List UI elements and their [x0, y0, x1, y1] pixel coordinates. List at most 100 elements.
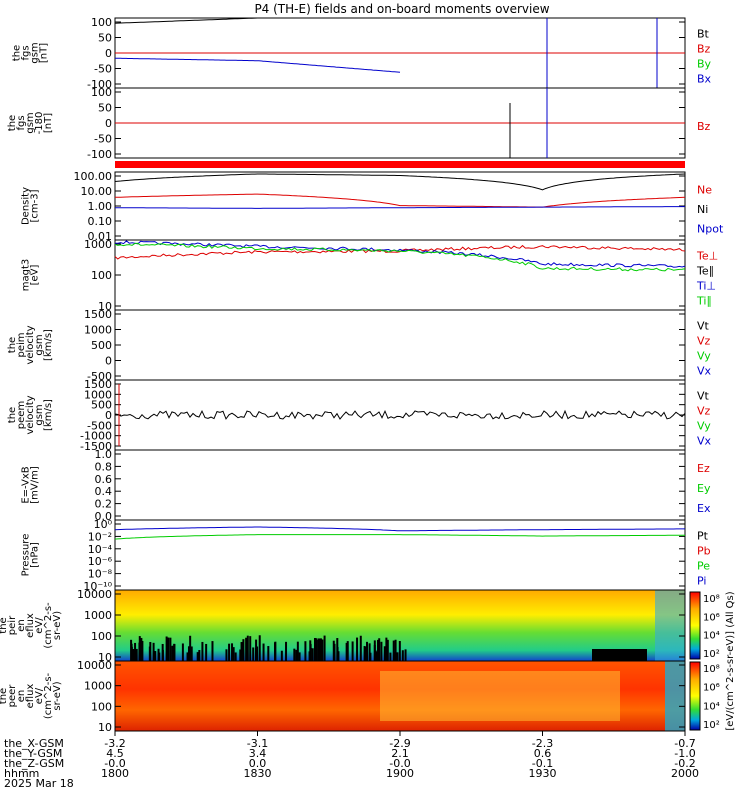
y-axis-label-line: gsm	[30, 42, 41, 63]
y-axis-label-line: eflux	[25, 613, 36, 638]
y-tick-label: 0.2	[95, 498, 113, 511]
y-tick-label: 100	[91, 269, 112, 282]
y-tick-label: 10	[98, 300, 112, 313]
y-axis-label-line: [nT]	[39, 43, 50, 63]
legend-entry: Ni	[697, 203, 708, 216]
panel-efield: 1.00.80.60.40.20.0 E=-VxB[mV/m] Ez Ey Ex	[21, 448, 711, 523]
y-axis-label-line: fgs	[21, 45, 32, 60]
x-axis-value: 1930	[529, 767, 557, 780]
legend-entry: Vz	[697, 405, 711, 418]
spectrogram-gap	[385, 637, 388, 664]
y-tick-label: 10⁻⁸	[88, 568, 113, 581]
y-axis-label-line: the	[7, 115, 18, 131]
y-tick-label: 0	[105, 47, 112, 60]
y-tick-label: 0.10	[88, 215, 113, 228]
y-tick-label: 1000	[84, 609, 112, 622]
velocity-trace	[114, 409, 686, 420]
x-axis-row-name: the_Y-GSM	[4, 747, 62, 760]
legend-entry: Bz	[697, 120, 711, 133]
y-tick-label: 1500	[84, 378, 112, 391]
x-axis-value: 0.6	[534, 747, 552, 760]
legend-entry: Ti⊥	[696, 280, 716, 293]
spectrogram-gap	[323, 635, 326, 662]
spectrogram-edge	[665, 661, 685, 731]
y-tick-label: 100	[91, 630, 112, 643]
y-axis-label-line: [eV]	[30, 265, 41, 286]
y-tick-label: 1500	[84, 308, 112, 321]
colorbar-tick: 10²	[703, 649, 720, 660]
y-tick-label: 1000	[84, 324, 112, 337]
spectrogram-gap	[351, 641, 354, 668]
spectrogram-gap	[149, 642, 152, 669]
x-axis-value: -0.0	[104, 757, 125, 770]
y-axis-label: Density[cm-3]	[21, 187, 41, 225]
y-tick-label: 0.8	[95, 460, 113, 473]
spectrogram-gap	[318, 638, 321, 665]
y-tick-label: 0.01	[88, 230, 113, 243]
y-tick-label: -1000	[80, 430, 112, 443]
y-tick-label: -500	[87, 419, 112, 432]
y-axis-label-line: gsm	[34, 404, 45, 425]
spectrogram-gap	[592, 649, 647, 661]
y-axis-label-line: eflux	[25, 684, 36, 709]
y-axis-label-line: [mV/m]	[30, 466, 41, 504]
y-axis-label-line: the	[12, 45, 23, 61]
y-axis-label-line: en	[16, 619, 27, 632]
x-axis-value: 2.1	[391, 747, 409, 760]
spectrogram-gap	[240, 641, 243, 668]
spectrogram-gap	[258, 635, 261, 662]
spectrogram-edge	[655, 590, 685, 661]
spectrogram-gap	[333, 643, 336, 670]
colorbar-tick: 10⁶	[703, 683, 720, 694]
spectrogram-gap	[169, 637, 172, 664]
spectrogram-gap	[165, 636, 168, 663]
spectrogram-gap	[378, 638, 381, 665]
spectrogram-gap	[398, 641, 401, 668]
spectrogram-gap	[267, 646, 270, 673]
y-tick-label: -1500	[80, 440, 112, 453]
y-axis-label-line: the	[7, 337, 18, 353]
plot-title: P4 (TH-E) fields and on-board moments ov…	[254, 2, 549, 16]
y-axis-label-line: peer	[7, 684, 18, 708]
spectrogram-gap	[345, 642, 348, 669]
panel-frame	[114, 309, 686, 381]
y-axis-label-line: peim	[16, 332, 27, 357]
y-tick-label: -100	[87, 148, 112, 161]
x-axis-value: 3.4	[249, 747, 267, 760]
x-axis-value: -2.9	[389, 737, 410, 750]
y-tick-label: 10000	[77, 588, 112, 601]
colorbar-label-group: [eV/(cm^2-s-sr-eV)] (All Qs)	[725, 591, 736, 730]
series-line	[114, 534, 685, 540]
y-tick-label: 0.4	[95, 485, 113, 498]
y-axis-label-line: [nPa]	[30, 542, 41, 568]
legend-entry: Te∥	[696, 265, 714, 278]
colorbar-tick: 10⁴	[703, 631, 720, 642]
spectrogram-gap	[134, 642, 137, 669]
y-axis-label-line: fgs	[16, 115, 27, 130]
y-axis-label-line: velocity	[25, 325, 36, 364]
x-axis-value: -0.7	[674, 737, 695, 750]
y-tick-label: 0	[105, 409, 112, 422]
spectrogram-gap	[285, 641, 288, 668]
series-line	[114, 244, 686, 260]
y-tick-label: 100	[91, 700, 112, 713]
y-tick-label: 500	[91, 339, 112, 352]
panel-peim: 1500 1000 500 0 -500 thepeimvelocitygsm[km/s]…	[7, 308, 712, 383]
legend-entry: Pb	[697, 545, 711, 558]
y-axis-label: magt3[eV]	[21, 259, 41, 292]
colorbar-tick: 10⁸	[703, 664, 720, 675]
y-axis-label-line: -180	[34, 112, 45, 135]
spectrogram-gap	[377, 639, 380, 666]
x-axis-group: the_X-GSM -3.2 -3.1 -2.9 -2.3 -0.7 the_Y-GSM 4.…	[4, 731, 699, 790]
colorbar-tick: 10⁸	[703, 594, 720, 605]
spectrogram-gap	[211, 641, 214, 668]
spectrogram-gap	[138, 642, 141, 669]
legend-entry: Vx	[697, 365, 712, 378]
y-axis-label-line: (cm^2-s-	[43, 672, 54, 719]
y-tick-label: 0.6	[95, 473, 113, 486]
y-axis-label-line: gsm	[34, 334, 45, 355]
spectrogram-patch	[380, 671, 620, 721]
